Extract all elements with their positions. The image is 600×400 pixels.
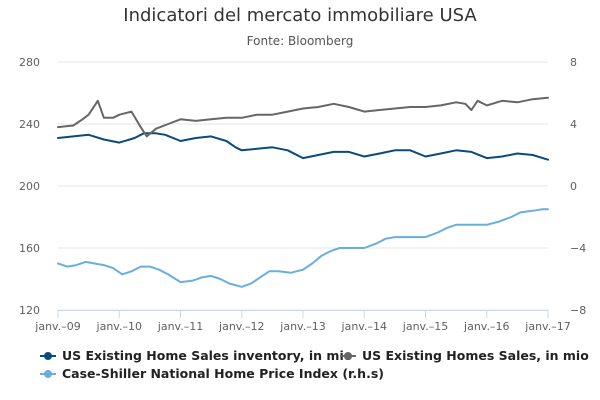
chart-subtitle: Fonte: Bloomberg — [246, 34, 354, 48]
legend-swatch — [40, 369, 56, 379]
legend-item-case-shiller[interactable]: Case-Shiller National Home Price Index (… — [40, 366, 384, 381]
chart-title: Indicatori del mercato immobiliare USA — [123, 5, 477, 26]
x-tick-label: janv.–12 — [218, 320, 264, 333]
case-shiller-series-line — [57, 208, 549, 288]
y-right-tick-label: −8 — [570, 304, 586, 317]
x-tick-label: janv.–13 — [279, 320, 325, 333]
y-right-tick-label: 0 — [570, 180, 577, 193]
y-right-tick-label: 8 — [570, 56, 577, 69]
x-tick-label: janv.–09 — [34, 320, 80, 333]
home-sales-series-line — [57, 96, 549, 138]
legend-item-inventory[interactable]: US Existing Home Sales inventory, in mio — [40, 348, 352, 363]
y-right-tick-label: 4 — [570, 118, 577, 131]
y-left-tick-label: 280 — [19, 56, 40, 69]
y-left-tick-label: 200 — [19, 180, 40, 193]
y-left-tick-label: 120 — [19, 304, 40, 317]
x-tick-label: janv.–15 — [402, 320, 448, 333]
legend-item-home-sales[interactable]: US Existing Homes Sales, in mio — [340, 348, 589, 363]
legend-label: US Existing Home Sales inventory, in mio — [62, 348, 353, 363]
x-tick-label: janv.–16 — [463, 320, 509, 333]
x-tick-label: janv.–14 — [341, 320, 387, 333]
x-tick-label: janv.–11 — [157, 320, 203, 333]
y-left-tick-label: 240 — [19, 118, 40, 131]
y-right-tick-label: −4 — [570, 242, 586, 255]
inventory-series-line — [57, 132, 549, 161]
legend-swatch — [340, 351, 356, 361]
y-left-tick-label: 160 — [19, 242, 40, 255]
legend-swatch — [40, 351, 56, 361]
x-tick-label: janv.–10 — [96, 320, 142, 333]
x-tick-label: janv.–17 — [524, 320, 570, 333]
legend-label: Case-Shiller National Home Price Index (… — [62, 366, 384, 381]
legend-label: US Existing Homes Sales, in mio — [362, 348, 589, 363]
